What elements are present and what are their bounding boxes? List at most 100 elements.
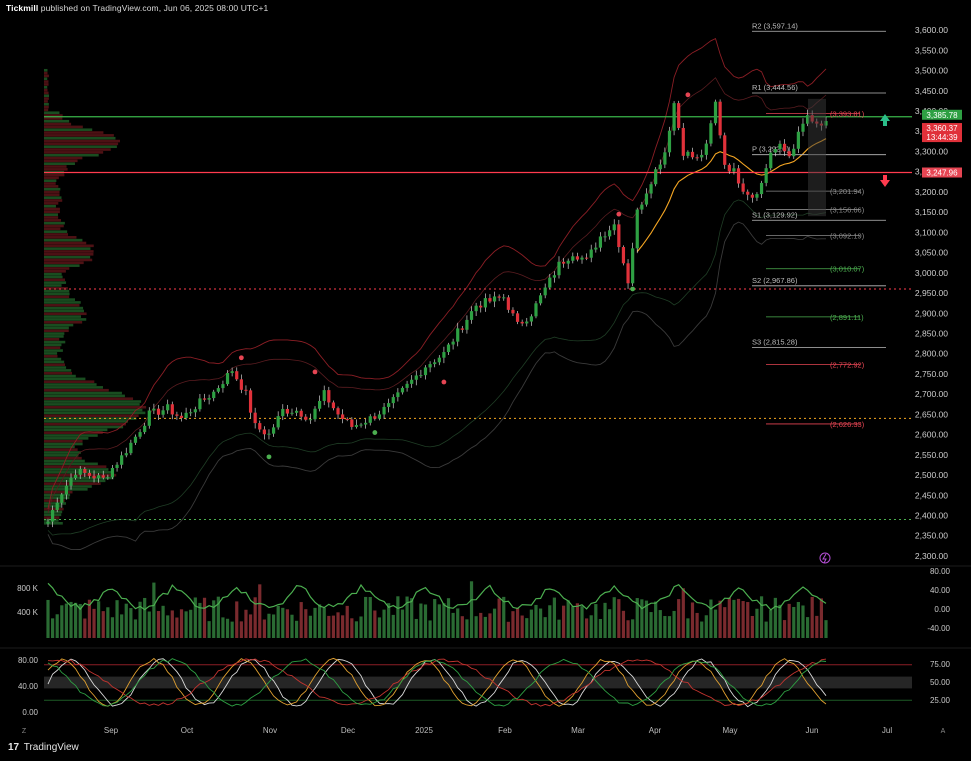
volume-bar xyxy=(396,596,400,638)
candle-body xyxy=(235,371,239,380)
candle-body xyxy=(248,390,253,413)
candle-body xyxy=(97,475,101,479)
price-tick-label: 2,600.00 xyxy=(915,430,948,440)
pivot-label: S3 (2,815.28) xyxy=(752,338,798,347)
candle-body xyxy=(663,152,667,165)
candle-body xyxy=(594,247,598,250)
price-tick-label: 3,050.00 xyxy=(915,248,948,258)
volume-bar xyxy=(589,615,593,638)
candle-body xyxy=(373,416,377,419)
volume-bar xyxy=(617,599,621,638)
candle-body xyxy=(506,297,510,310)
candle-body xyxy=(437,357,441,363)
signal-dot xyxy=(616,211,622,217)
candle-body xyxy=(60,494,64,503)
volume-bar xyxy=(543,617,547,638)
candle-body xyxy=(460,328,464,330)
volume-oscillator-line xyxy=(47,582,827,611)
volume-profile-bar xyxy=(44,468,109,471)
candle-body xyxy=(336,408,340,415)
volume-bar xyxy=(649,612,653,638)
candle-body xyxy=(331,402,336,409)
volume-bar xyxy=(446,598,451,638)
volume-bar xyxy=(78,604,82,638)
candle-body xyxy=(479,305,483,308)
price-tick-label: 2,350.00 xyxy=(915,531,948,541)
candle-body xyxy=(585,257,589,259)
candle-body xyxy=(759,182,764,195)
volume-bar xyxy=(271,614,276,638)
pivot-levels: R2 (3,597.14)R1 (3,444.56)(3,393.81)P (3… xyxy=(752,21,886,429)
candle-body xyxy=(603,236,607,238)
volume-profile-bar xyxy=(44,298,76,301)
volume-profile-bar xyxy=(44,74,49,78)
pivot-label: (2,626.33) xyxy=(830,420,865,429)
tradingview-brand[interactable]: 17 TradingView xyxy=(8,742,79,753)
candle-body xyxy=(216,388,220,392)
time-axis[interactable]: Sep Oct Nov Dec 2025 Feb Mar Apr May Jun Jul Z A xyxy=(22,726,946,735)
volume-profile-bar xyxy=(44,213,58,216)
candle-body xyxy=(750,194,754,198)
price-tick-label: 3,450.00 xyxy=(915,86,948,96)
candle-body xyxy=(290,412,294,414)
candle-body xyxy=(110,467,115,478)
candle-body xyxy=(294,410,299,413)
volume-bar xyxy=(152,582,156,638)
signal-dot xyxy=(372,430,378,435)
price-tick-label: 3,200.00 xyxy=(915,187,948,197)
volume-bar xyxy=(147,611,151,638)
volume-profile-bar xyxy=(44,437,89,440)
candle-body xyxy=(727,164,731,172)
candle-body xyxy=(143,425,147,433)
price-tick-label: 2,550.00 xyxy=(915,450,948,460)
volume-profile-bar xyxy=(44,179,57,182)
volume-profile-bar xyxy=(44,168,68,171)
volume-profile-bar xyxy=(44,318,87,321)
volume-bar xyxy=(492,608,497,638)
volume-bar xyxy=(170,610,174,638)
volume-profile-bar xyxy=(44,258,93,262)
volume-profile-bar xyxy=(44,292,70,296)
candle-body xyxy=(566,260,570,264)
volume-profile-bar xyxy=(44,187,61,191)
volume-bar xyxy=(143,597,147,638)
tradingview-logo-icon: 17 xyxy=(8,742,20,753)
volume-profile-bar xyxy=(44,459,85,463)
candle-body xyxy=(608,230,612,237)
time-tick-label: May xyxy=(722,726,737,735)
volume-bar xyxy=(331,615,336,638)
volume-profile-bar xyxy=(44,405,147,409)
candle-body xyxy=(649,184,653,194)
candle-body xyxy=(492,296,497,302)
volume-profile-bar xyxy=(44,190,60,194)
candle-body xyxy=(626,263,630,284)
candle-body xyxy=(87,472,92,476)
volume-profile-bar xyxy=(44,451,81,454)
volume-bar xyxy=(304,609,308,638)
volume-profile-bar xyxy=(44,202,59,205)
volume-profile-bar xyxy=(44,380,95,384)
volume-profile-bar xyxy=(44,272,62,276)
volume-profile-bar xyxy=(44,326,69,330)
price-tag-label: 13:44:39 xyxy=(926,133,958,142)
volume-profile-bar xyxy=(44,264,80,267)
candle-body xyxy=(120,455,124,465)
candle-body xyxy=(271,427,276,434)
brand-name: TradingView xyxy=(23,742,79,753)
osc-mid-zone xyxy=(44,676,912,689)
price-axis[interactable]: 3,600.003,550.003,500.003,450.003,400.00… xyxy=(0,25,971,649)
volume-profile-bar xyxy=(44,312,87,316)
volume-tick-right: 40.00 xyxy=(930,586,951,595)
candle-body xyxy=(709,123,713,144)
volume-profile-bar xyxy=(44,428,108,432)
candle-body xyxy=(396,392,400,398)
volume-profile-bar xyxy=(44,230,68,233)
osc-tick-left: 40.00 xyxy=(18,682,39,691)
volume-profile-bar xyxy=(44,346,61,350)
volume-bar xyxy=(538,608,543,638)
volume-bar xyxy=(101,611,105,638)
candle-body xyxy=(414,375,418,380)
volume-bar xyxy=(773,597,777,638)
volume-profile-bar xyxy=(44,83,49,86)
volume-bar xyxy=(248,614,253,638)
